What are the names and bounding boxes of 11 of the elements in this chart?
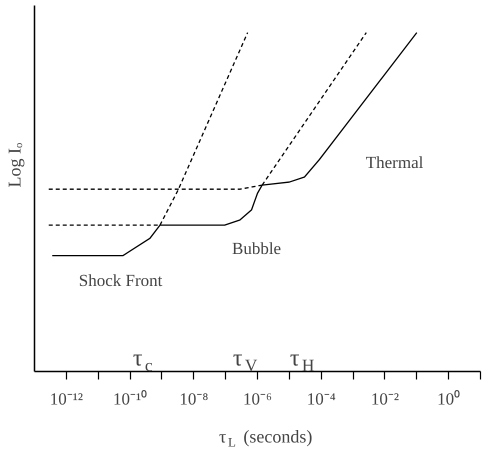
x-tick-label: 10⁻²	[370, 390, 399, 408]
annotation: Bubble	[232, 239, 282, 258]
x-tick-label: 10⁻⁸	[179, 390, 208, 408]
annotation: Shock Front	[78, 271, 163, 290]
x-tick-label: 10⁻⁶	[243, 390, 272, 408]
annotation: Thermal	[366, 153, 424, 172]
x-tick-label: 10⁻⁴	[306, 390, 336, 408]
x-tick-label: 10⁻¹⁰	[113, 390, 148, 408]
x-tick-label: 10⁻¹²	[50, 390, 83, 408]
x-tick-label: 10⁰	[437, 390, 460, 408]
y-axis-title: Log Iₒ	[4, 142, 24, 188]
